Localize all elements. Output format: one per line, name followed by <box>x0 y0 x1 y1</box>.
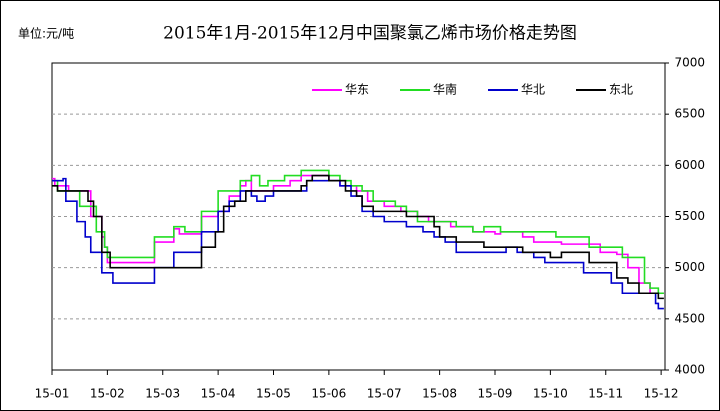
x-tick-label: 15-06 <box>311 387 346 401</box>
x-tick-label: 15-03 <box>145 387 180 401</box>
legend-label: 华北 <box>521 83 545 97</box>
x-tick-label: 15-08 <box>422 387 457 401</box>
y-tick-label: 4500 <box>674 311 705 325</box>
chart-title: 2015年1月-2015年12月中国聚氯乙烯市场价格走势图 <box>163 24 577 44</box>
x-tick-label: 15-05 <box>256 387 291 401</box>
legend-label: 东北 <box>609 83 633 97</box>
y-tick-label: 6000 <box>674 158 705 172</box>
x-tick-label: 15-02 <box>90 387 125 401</box>
x-tick-label: 15-09 <box>478 387 513 401</box>
y-tick-label: 5000 <box>674 260 705 274</box>
x-tick-label: 15-01 <box>35 387 70 401</box>
legend-label: 华东 <box>345 83 369 97</box>
x-tick-label: 15-11 <box>588 387 623 401</box>
unit-label: 单位:元/吨 <box>18 26 74 41</box>
x-tick-label: 15-07 <box>367 387 402 401</box>
series-line <box>52 169 664 295</box>
legend-label: 华南 <box>433 82 457 97</box>
x-tick-label: 15-04 <box>201 387 236 401</box>
y-tick-label: 5500 <box>674 209 705 223</box>
y-tick-label: 7000 <box>674 56 705 70</box>
y-tick-label: 6500 <box>674 107 705 121</box>
y-tick-label: 4000 <box>674 363 705 377</box>
series-line <box>52 174 664 300</box>
x-tick-label: 15-12 <box>644 387 679 401</box>
x-tick-label: 15-10 <box>533 387 568 401</box>
